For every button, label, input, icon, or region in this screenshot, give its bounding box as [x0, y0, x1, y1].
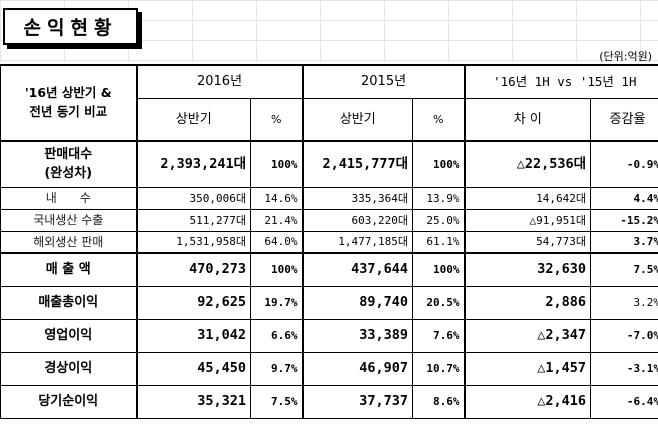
header-change-rate: 증감율 [590, 97, 658, 142]
table-row: 국내생산 수출 511,277대 21.4% 603,220대 25.0% △9… [0, 208, 658, 232]
pct-2015: 61.1% [412, 230, 466, 254]
row-label-export: 국내생산 수출 [0, 208, 138, 232]
row-label-operating-profit: 영업이익 [0, 318, 138, 353]
pct-2015: 13.9% [412, 186, 466, 210]
value-2015: 603,220대 [302, 208, 414, 232]
value-2016: 31,042 [136, 318, 251, 353]
value-2015: 37,737 [302, 384, 414, 419]
header-row-sub: 상반기 % 상반기 % 차 이 증감율 [1, 97, 658, 142]
pct-2015: 100% [412, 252, 466, 287]
pct-2016: 9.7% [249, 351, 304, 386]
change-rate: -0.9% [590, 140, 658, 188]
change-rate: -6.4% [590, 384, 658, 419]
header-pct-2016: % [249, 97, 304, 142]
change-rate: 7.5% [590, 252, 658, 287]
pct-2016: 21.4% [249, 208, 304, 232]
header-half-2016: 상반기 [136, 97, 251, 142]
change-rate: 3.7% [590, 230, 658, 254]
header-row-label-line1: '16년 상반기 & [24, 85, 112, 101]
page-title: 손익현황 [3, 8, 138, 45]
change-rate: -7.0% [590, 318, 658, 353]
header-diff: 차 이 [464, 97, 592, 142]
diff-value: △1,457 [464, 351, 592, 386]
change-rate: 4.4% [590, 186, 658, 210]
pct-2016: 14.6% [249, 186, 304, 210]
row-label-net-income: 당기순이익 [0, 384, 138, 419]
pct-2016: 100% [249, 140, 304, 188]
header-half-2015: 상반기 [302, 97, 414, 142]
table-row: 내 수 350,006대 14.6% 335,364대 13.9% 14,642… [0, 186, 658, 210]
value-2015: 46,907 [302, 351, 414, 386]
value-2016: 511,277대 [136, 208, 251, 232]
row-label-domestic: 내 수 [0, 186, 138, 210]
value-2015: 437,644 [302, 252, 414, 287]
pct-2016: 64.0% [249, 230, 304, 254]
value-2015: 335,364대 [302, 186, 414, 210]
table-row: 매 출 액 470,273 100% 437,644 100% 32,630 7… [0, 252, 658, 287]
pct-2015: 8.6% [412, 384, 466, 419]
diff-value: △91,951대 [464, 208, 592, 232]
value-2016: 350,006대 [136, 186, 251, 210]
row-label-sales-volume: 판매대수 (완성차) [0, 140, 138, 188]
unit-label: (단위:억원) [599, 50, 652, 63]
value-2015: 89,740 [302, 285, 414, 320]
value-2016: 92,625 [136, 285, 251, 320]
pct-2015: 10.7% [412, 351, 466, 386]
header-year-2015: 2015년 [302, 64, 466, 99]
row-label-revenue: 매 출 액 [0, 252, 138, 287]
table-row: 경상이익 45,450 9.7% 46,907 10.7% △1,457 -3.… [0, 351, 658, 386]
table-row: 해외생산 판매 1,531,958대 64.0% 1,477,185대 61.1… [0, 230, 658, 254]
change-rate: -3.1% [590, 351, 658, 386]
row-label-overseas: 해외생산 판매 [0, 230, 138, 254]
row-label-line1: 판매대수 [44, 146, 93, 162]
pct-2015: 7.6% [412, 318, 466, 353]
header-row-label: '16년 상반기 & 전년 동기 비교 [0, 64, 138, 142]
diff-value: △2,416 [464, 384, 592, 419]
pct-2015: 20.5% [412, 285, 466, 320]
diff-value: 2,886 [464, 285, 592, 320]
header-compare: '16년 1H vs '15년 1H [464, 64, 658, 99]
income-statement-table: '16년 상반기 & 전년 동기 비교 2016년 2015년 '16년 1H … [0, 64, 658, 419]
row-label-gross-profit: 매출총이익 [0, 285, 138, 320]
table-row: 영업이익 31,042 6.6% 33,389 7.6% △2,347 -7.0… [0, 318, 658, 353]
pct-2016: 19.7% [249, 285, 304, 320]
header-pct-2015: % [412, 97, 466, 142]
table-row: 매출총이익 92,625 19.7% 89,740 20.5% 2,886 3.… [0, 285, 658, 320]
value-2016: 2,393,241대 [136, 140, 251, 188]
value-2015: 1,477,185대 [302, 230, 414, 254]
change-rate: 3.2% [590, 285, 658, 320]
change-rate: -15.2% [590, 208, 658, 232]
table-row: 판매대수 (완성차) 2,393,241대 100% 2,415,777대 10… [0, 140, 658, 188]
value-2016: 1,531,958대 [136, 230, 251, 254]
row-label-ordinary-profit: 경상이익 [0, 351, 138, 386]
value-2016: 45,450 [136, 351, 251, 386]
pct-2015: 100% [412, 140, 466, 188]
table-row: 당기순이익 35,321 7.5% 37,737 8.6% △2,416 -6.… [0, 384, 658, 419]
diff-value: 32,630 [464, 252, 592, 287]
diff-value: 54,773대 [464, 230, 592, 254]
diff-value: △2,347 [464, 318, 592, 353]
pct-2016: 7.5% [249, 384, 304, 419]
header-row-years: '16년 상반기 & 전년 동기 비교 2016년 2015년 '16년 1H … [0, 64, 658, 142]
diff-value: △22,536대 [464, 140, 592, 188]
pct-2016: 100% [249, 252, 304, 287]
row-label-line2: (완성차) [44, 166, 93, 182]
value-2015: 2,415,777대 [302, 140, 414, 188]
value-2016: 470,273 [136, 252, 251, 287]
pct-2015: 25.0% [412, 208, 466, 232]
diff-value: 14,642대 [464, 186, 592, 210]
header-year-2016: 2016년 [135, 64, 304, 99]
value-2016: 35,321 [136, 384, 251, 419]
value-2015: 33,389 [302, 318, 414, 353]
header-row-label-line2: 전년 동기 비교 [29, 104, 108, 119]
pct-2016: 6.6% [249, 318, 304, 353]
